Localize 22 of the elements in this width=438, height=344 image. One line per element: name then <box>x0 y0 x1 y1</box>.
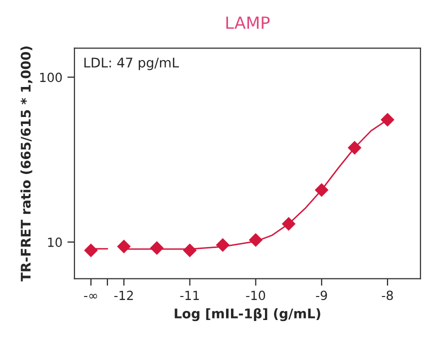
chart-title: LAMP <box>226 16 270 29</box>
x-tick-label: -11 <box>180 290 199 300</box>
point <box>216 238 230 252</box>
x-axis-title: Log [mIL-1β] (g/mL) <box>174 308 320 322</box>
point <box>315 183 328 197</box>
point <box>380 113 394 126</box>
point <box>348 141 362 154</box>
y-tick-label: 100 <box>40 72 62 82</box>
point <box>117 240 130 254</box>
point <box>249 233 262 247</box>
x-tick-label: -9 <box>316 290 327 300</box>
y-tick-label: 10 <box>48 238 62 247</box>
point <box>84 244 98 257</box>
y-axis-title: TR-FRET ratio (665/615 * 1,000) <box>20 46 32 282</box>
point <box>282 217 296 230</box>
x-tick-label: -12 <box>114 290 133 300</box>
x-tick-label: -∞ <box>84 294 98 299</box>
annotation: LDL: 47 pg/mL <box>84 58 179 70</box>
x-tick-label: -8 <box>382 290 393 300</box>
x-tick-label: -10 <box>246 290 266 300</box>
point <box>183 244 196 257</box>
point <box>150 241 164 255</box>
